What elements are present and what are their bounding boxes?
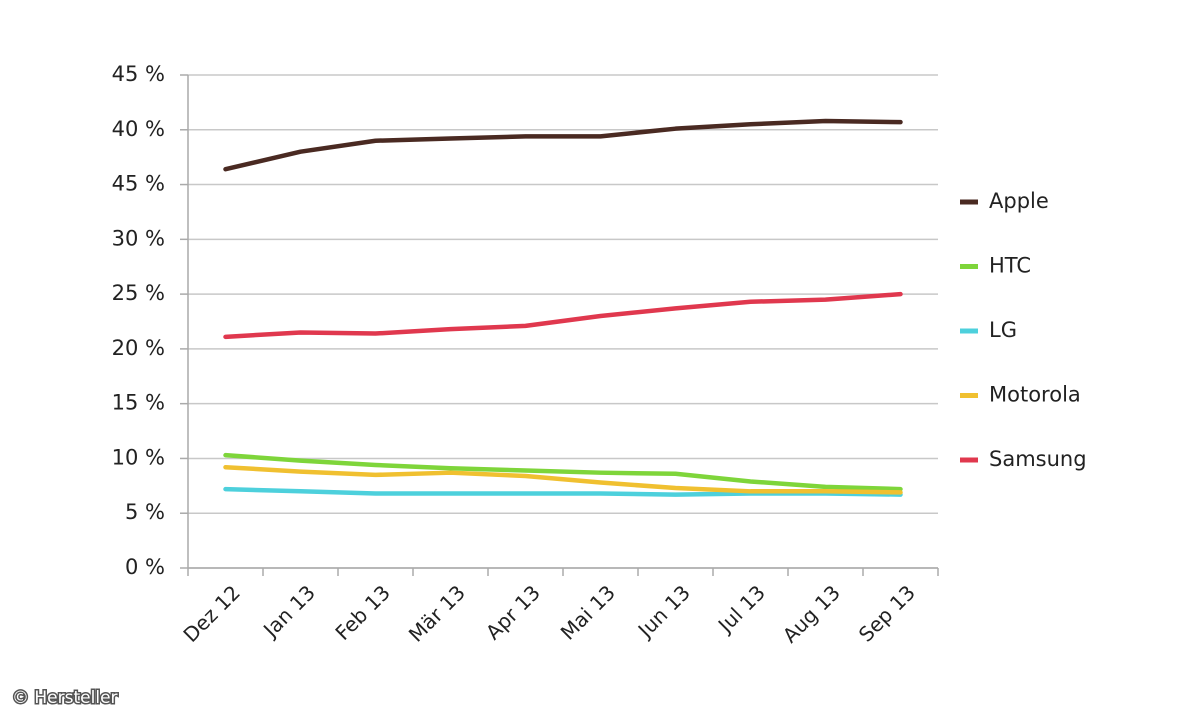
y-tick-label: 10 % [112, 445, 165, 469]
x-tick-label: Dez 12 [178, 580, 244, 646]
legend-label: Samsung [989, 447, 1087, 471]
credit: © Hersteller [12, 688, 118, 708]
legend-label: HTC [989, 254, 1031, 278]
y-tick-label: 45 % [112, 172, 165, 196]
series-line [223, 118, 903, 172]
x-tick-label: Jan 13 [257, 580, 320, 643]
series-line [223, 291, 903, 340]
x-tick-label: Sep 13 [854, 580, 920, 646]
y-tick-label: 25 % [112, 281, 165, 305]
y-tick-label: 15 % [112, 391, 165, 415]
legend-label: Motorola [989, 383, 1081, 407]
legend-label: LG [989, 318, 1017, 342]
y-tick-label: 20 % [112, 336, 165, 360]
y-tick-label: 5 % [125, 500, 165, 524]
series-line [223, 452, 903, 492]
x-tick-label: Mär 13 [404, 580, 470, 646]
x-tick-label: Aug 13 [778, 580, 845, 647]
legend-label: Apple [989, 189, 1049, 213]
x-tick-label: Feb 13 [330, 580, 395, 645]
y-tick-label: 45 % [112, 62, 165, 86]
y-tick-label: 0 % [125, 555, 165, 579]
series-line [223, 464, 903, 495]
y-tick-label: 40 % [112, 117, 165, 141]
x-tick-label: Apr 13 [481, 580, 545, 644]
y-tick-label: 30 % [112, 226, 165, 250]
x-tick-label: Jul 13 [712, 580, 770, 638]
x-tick-label: Jun 13 [632, 580, 695, 643]
x-tick-label: Mai 13 [556, 580, 620, 644]
